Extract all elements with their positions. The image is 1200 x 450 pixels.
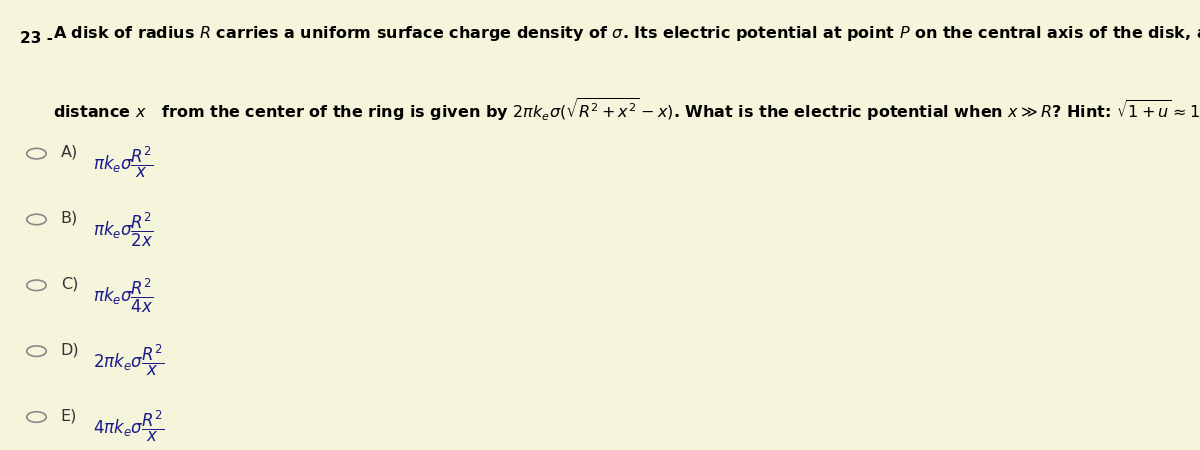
Text: A): A) xyxy=(61,145,78,160)
Text: $\pi k_e \sigma\dfrac{R^2}{x}$: $\pi k_e \sigma\dfrac{R^2}{x}$ xyxy=(94,145,154,180)
Text: $\pi k_e \sigma\dfrac{R^2}{4x}$: $\pi k_e \sigma\dfrac{R^2}{4x}$ xyxy=(94,277,154,315)
Text: $4\pi k_e \sigma\dfrac{R^2}{x}$: $4\pi k_e \sigma\dfrac{R^2}{x}$ xyxy=(94,408,164,444)
Text: distance $\mathit{x}$   from the center of the ring is given by $2\pi k_e \sigma: distance $\mathit{x}$ from the center of… xyxy=(53,97,1200,130)
Text: D): D) xyxy=(61,342,79,357)
Text: $\pi k_e \sigma\dfrac{R^2}{2x}$: $\pi k_e \sigma\dfrac{R^2}{2x}$ xyxy=(94,211,154,249)
Text: B): B) xyxy=(61,211,78,226)
Text: E): E) xyxy=(61,408,77,423)
Text: $2\pi k_e \sigma\dfrac{R^2}{x}$: $2\pi k_e \sigma\dfrac{R^2}{x}$ xyxy=(94,342,164,378)
Text: A disk of radius $\mathit{R}$ carries a uniform surface charge density of $\math: A disk of radius $\mathit{R}$ carries a … xyxy=(53,24,1200,43)
Text: C): C) xyxy=(61,277,78,292)
Text: 23 -: 23 - xyxy=(20,31,53,46)
